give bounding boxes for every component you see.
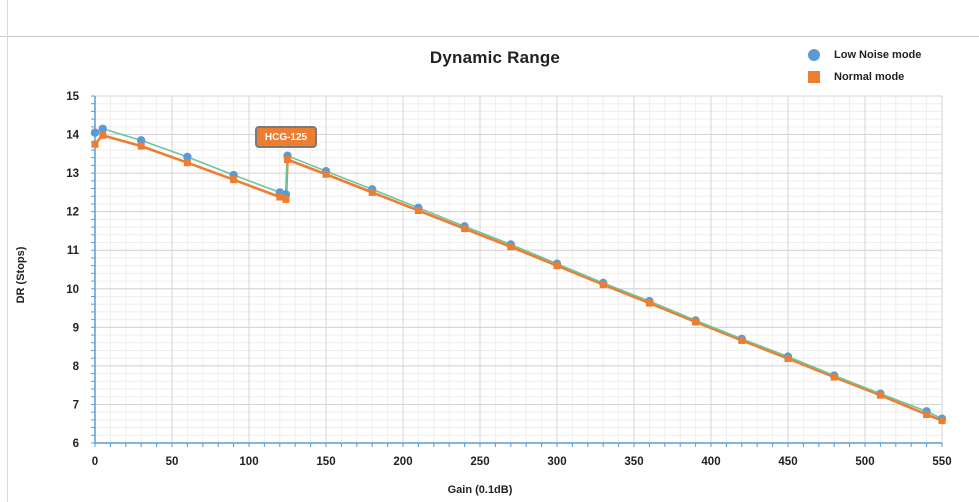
data-point-normal <box>99 131 107 139</box>
x-tick-label: 250 <box>470 456 489 468</box>
x-tick-label: 400 <box>701 456 720 468</box>
y-tick-label: 13 <box>66 168 79 180</box>
data-point-low-noise <box>98 124 107 133</box>
x-tick-label: 50 <box>166 456 179 468</box>
y-tick-label: 11 <box>67 245 80 257</box>
data-point-normal <box>284 156 291 164</box>
y-tick-label: 10 <box>66 284 79 296</box>
data-point-normal <box>276 193 284 201</box>
data-point-low-noise <box>137 136 146 145</box>
data-point-normal <box>923 410 931 418</box>
data-point-normal <box>368 188 376 196</box>
y-axis-label: DR (Stops) <box>15 246 27 304</box>
y-tick-label: 14 <box>66 130 79 142</box>
data-point-normal <box>784 355 792 363</box>
data-point-normal <box>461 225 469 233</box>
legend-item-low-noise: Low Noise mode <box>808 44 921 66</box>
x-tick-label: 450 <box>778 456 797 468</box>
y-tick-label: 8 <box>73 361 80 373</box>
legend-marker-normal <box>808 71 820 83</box>
data-point-normal <box>507 243 515 251</box>
data-point-normal <box>738 336 746 344</box>
y-tick-label: 6 <box>73 438 79 450</box>
data-point-normal <box>137 142 145 150</box>
y-tick-label: 9 <box>73 322 79 334</box>
x-tick-label: 300 <box>547 456 566 468</box>
x-tick-label: 350 <box>624 456 643 468</box>
data-point-normal <box>183 159 191 167</box>
legend-item-normal: Normal mode <box>808 66 921 88</box>
y-tick-label: 12 <box>66 207 79 219</box>
window-left-border <box>7 0 8 502</box>
series-line-normal <box>94 134 943 422</box>
y-tick-label: 15 <box>66 91 79 103</box>
x-tick-label: 150 <box>316 456 335 468</box>
legend-marker-low-noise <box>808 49 820 61</box>
chart-title: Dynamic Range <box>429 48 561 67</box>
data-point-normal <box>692 318 700 326</box>
data-point-normal <box>322 170 330 178</box>
x-tick-label: 200 <box>393 456 412 468</box>
y-tick-label: 7 <box>73 399 79 411</box>
chart-legend: Low Noise mode Normal mode <box>808 44 921 88</box>
data-point-normal <box>938 417 946 425</box>
toolbar-area <box>0 0 979 37</box>
data-point-normal <box>230 176 238 184</box>
x-tick-label: 550 <box>932 456 951 468</box>
x-tick-label: 500 <box>855 456 874 468</box>
data-point-normal <box>91 140 99 148</box>
data-point-normal <box>553 262 561 270</box>
data-point-normal <box>645 299 653 307</box>
hcg-annotation-callout: HCG-125 <box>255 126 317 148</box>
data-point-normal <box>876 391 884 399</box>
data-point-low-noise <box>183 152 192 162</box>
data-point-normal <box>282 195 290 203</box>
legend-label-normal: Normal mode <box>834 71 905 83</box>
legend-label-low-noise: Low Noise mode <box>834 49 922 61</box>
data-point-normal <box>599 281 607 289</box>
data-point-normal <box>414 207 422 215</box>
x-tick-label: 100 <box>239 456 258 468</box>
x-tick-label: 0 <box>92 456 98 468</box>
data-point-low-noise <box>90 128 100 137</box>
x-axis-label: Gain (0.1dB) <box>447 484 513 496</box>
data-point-normal <box>830 373 838 381</box>
